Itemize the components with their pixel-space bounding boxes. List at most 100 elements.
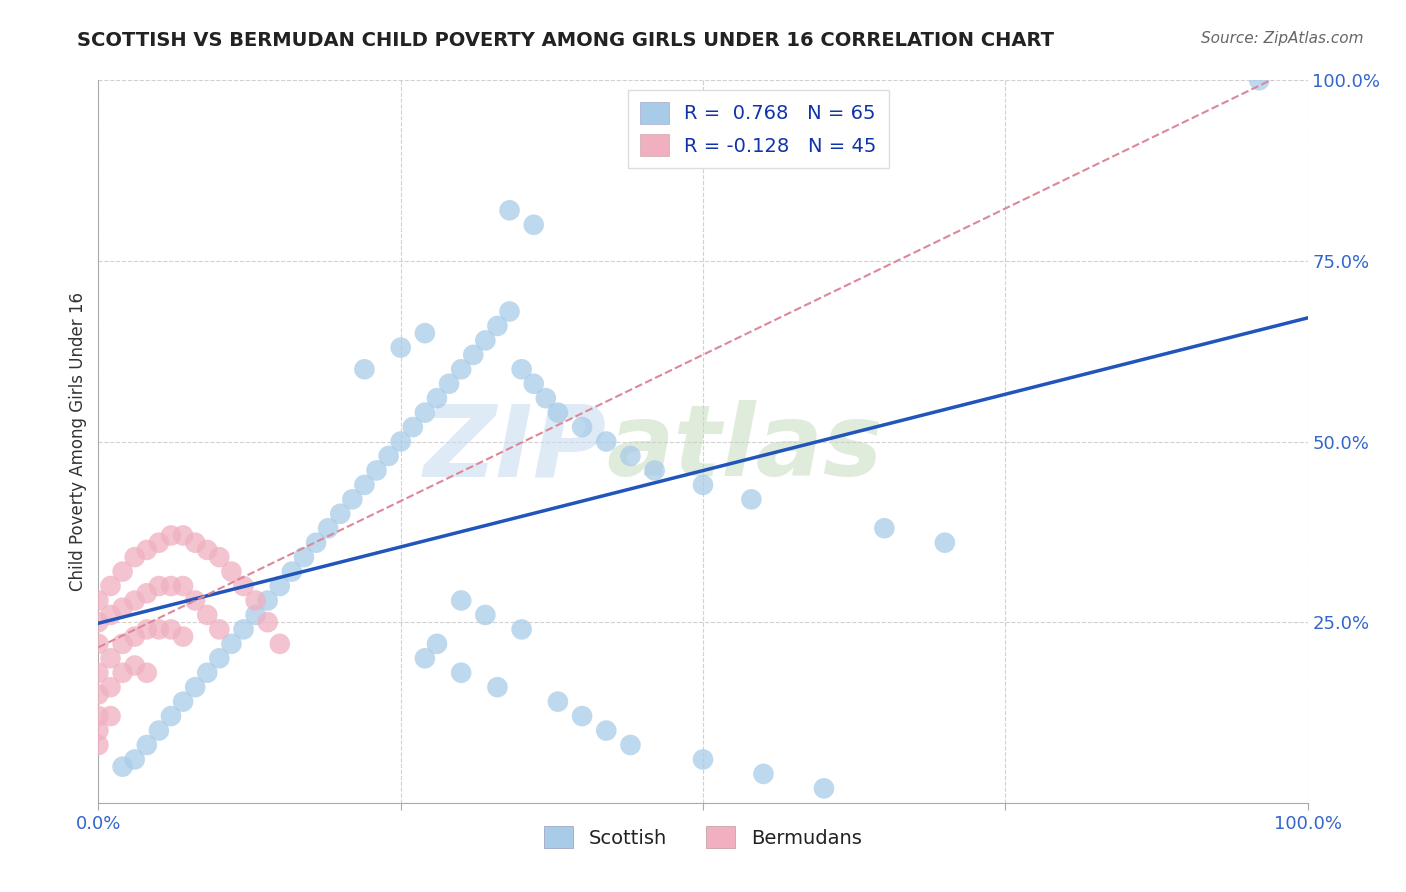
- Point: [100, 651, 122, 665]
- Point: [498, 304, 520, 318]
- Point: [510, 623, 533, 637]
- Point: [87, 615, 110, 630]
- Point: [547, 406, 569, 420]
- Point: [389, 434, 412, 449]
- Point: [316, 521, 339, 535]
- Point: [510, 362, 533, 376]
- Point: [208, 550, 231, 565]
- Point: [111, 600, 134, 615]
- Point: [100, 607, 122, 622]
- Point: [269, 637, 291, 651]
- Y-axis label: Child Poverty Among Girls Under 16: Child Poverty Among Girls Under 16: [69, 292, 87, 591]
- Point: [402, 420, 425, 434]
- Point: [644, 463, 666, 477]
- Point: [377, 449, 399, 463]
- Point: [148, 623, 170, 637]
- Point: [148, 535, 170, 549]
- Point: [245, 593, 267, 607]
- Legend: Scottish, Bermudans: Scottish, Bermudans: [534, 816, 872, 858]
- Point: [172, 695, 194, 709]
- Text: Source: ZipAtlas.com: Source: ZipAtlas.com: [1201, 31, 1364, 46]
- Point: [256, 593, 278, 607]
- Point: [692, 478, 714, 492]
- Point: [160, 709, 183, 723]
- Point: [184, 680, 207, 694]
- Point: [100, 680, 122, 694]
- Point: [124, 550, 146, 565]
- Point: [813, 781, 835, 796]
- Point: [87, 709, 110, 723]
- Point: [160, 623, 183, 637]
- Point: [752, 767, 775, 781]
- Point: [148, 723, 170, 738]
- Point: [256, 615, 278, 630]
- Text: atlas: atlas: [606, 401, 883, 497]
- Point: [619, 738, 641, 752]
- Point: [124, 630, 146, 644]
- Point: [135, 738, 157, 752]
- Point: [148, 579, 170, 593]
- Point: [87, 687, 110, 701]
- Point: [413, 326, 436, 340]
- Point: [87, 723, 110, 738]
- Point: [172, 528, 194, 542]
- Point: [135, 623, 157, 637]
- Point: [692, 752, 714, 766]
- Point: [100, 709, 122, 723]
- Point: [245, 607, 267, 622]
- Point: [135, 542, 157, 557]
- Point: [111, 760, 134, 774]
- Point: [619, 449, 641, 463]
- Point: [342, 492, 364, 507]
- Point: [486, 680, 509, 694]
- Point: [595, 434, 617, 449]
- Point: [523, 376, 546, 391]
- Point: [111, 565, 134, 579]
- Point: [232, 579, 254, 593]
- Point: [571, 709, 593, 723]
- Point: [87, 593, 110, 607]
- Point: [111, 637, 134, 651]
- Point: [184, 593, 207, 607]
- Point: [1249, 73, 1271, 87]
- Point: [111, 665, 134, 680]
- Point: [195, 665, 218, 680]
- Point: [595, 723, 617, 738]
- Point: [413, 406, 436, 420]
- Point: [450, 362, 472, 376]
- Point: [100, 579, 122, 593]
- Point: [486, 318, 509, 333]
- Point: [329, 507, 352, 521]
- Point: [135, 586, 157, 600]
- Point: [450, 665, 472, 680]
- Point: [172, 579, 194, 593]
- Point: [353, 478, 375, 492]
- Point: [124, 593, 146, 607]
- Point: [389, 341, 412, 355]
- Point: [426, 391, 449, 405]
- Point: [184, 535, 207, 549]
- Point: [195, 542, 218, 557]
- Point: [426, 637, 449, 651]
- Point: [124, 658, 146, 673]
- Point: [292, 550, 315, 565]
- Point: [221, 637, 243, 651]
- Point: [172, 630, 194, 644]
- Point: [232, 623, 254, 637]
- Point: [534, 391, 557, 405]
- Point: [450, 593, 472, 607]
- Point: [87, 637, 110, 651]
- Point: [934, 535, 956, 549]
- Point: [124, 752, 146, 766]
- Point: [208, 651, 231, 665]
- Point: [873, 521, 896, 535]
- Point: [523, 218, 546, 232]
- Point: [366, 463, 388, 477]
- Point: [353, 362, 375, 376]
- Point: [571, 420, 593, 434]
- Point: [87, 738, 110, 752]
- Point: [547, 695, 569, 709]
- Point: [269, 579, 291, 593]
- Point: [160, 528, 183, 542]
- Point: [437, 376, 460, 391]
